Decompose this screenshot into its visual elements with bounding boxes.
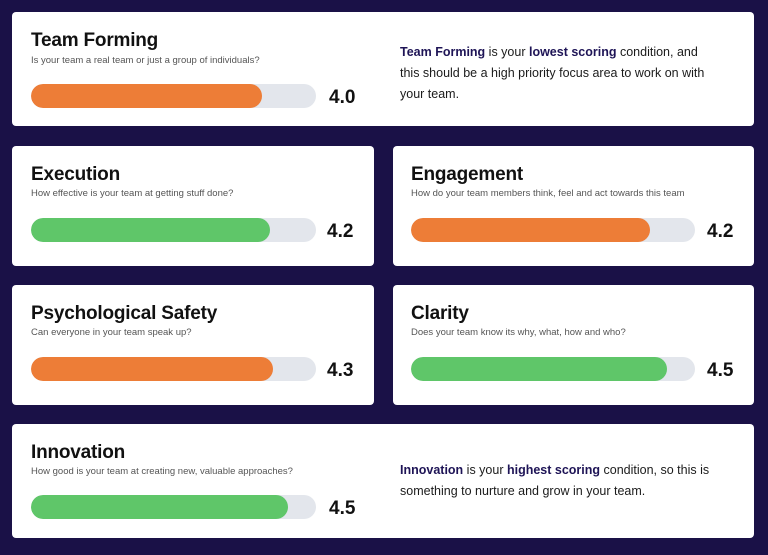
score-value: 4.2 (707, 221, 734, 242)
score-bar-fill (31, 84, 262, 108)
condition-note: Innovation is your highest scoring condi… (400, 460, 730, 502)
card-subtitle: Can everyone in your team speak up? (31, 327, 192, 338)
note-condition-name: Innovation (400, 463, 464, 477)
note-text: is your (463, 463, 507, 477)
score-bar-fill (411, 218, 650, 242)
card-subtitle: Does your team know its why, what, how a… (411, 327, 626, 338)
card-subtitle: Is your team a real team or just a group… (31, 55, 260, 66)
note-condition-name: Team Forming (400, 45, 486, 59)
condition-note: Team Forming is your lowest scoring cond… (400, 42, 710, 105)
card-team-forming: Team Forming Is your team a real team or… (12, 12, 754, 126)
score-bar (31, 495, 316, 519)
card-title: Clarity (411, 303, 469, 324)
score-bar (411, 357, 695, 381)
score-value: 4.3 (327, 360, 354, 381)
score-bar (31, 84, 316, 108)
card-title: Innovation (31, 442, 126, 463)
card-execution: Execution How effective is your team at … (12, 146, 374, 266)
card-title: Psychological Safety (31, 303, 218, 324)
card-subtitle: How do your team members think, feel and… (411, 188, 685, 199)
card-engagement: Engagement How do your team members thin… (393, 146, 754, 266)
score-bar-fill (31, 357, 274, 381)
score-bar (411, 218, 695, 242)
card-title: Team Forming (31, 30, 159, 51)
score-value: 4.2 (327, 221, 354, 242)
note-text: condition, and this should be a high pri… (400, 45, 705, 101)
card-clarity: Clarity Does your team know its why, wha… (393, 285, 754, 405)
score-bar (31, 357, 316, 381)
score-value: 4.5 (707, 360, 734, 381)
note-emphasis: lowest scoring (528, 45, 617, 59)
score-bar-fill (411, 357, 667, 381)
card-title: Engagement (411, 164, 524, 185)
note-text: is your (485, 45, 529, 59)
score-bar-fill (31, 218, 271, 242)
score-value: 4.0 (329, 87, 356, 108)
card-title: Execution (31, 164, 120, 185)
note-text: condition, so this is something to nurtu… (400, 463, 710, 498)
card-innovation: Innovation How good is your team at crea… (12, 424, 754, 538)
card-subtitle: How good is your team at creating new, v… (31, 466, 293, 477)
score-bar-fill (31, 495, 288, 519)
note-emphasis: highest scoring (506, 463, 601, 477)
card-psychological-safety: Psychological Safety Can everyone in you… (12, 285, 374, 405)
score-value: 4.5 (329, 498, 356, 519)
card-subtitle: How effective is your team at getting st… (31, 188, 234, 199)
score-bar (31, 218, 316, 242)
